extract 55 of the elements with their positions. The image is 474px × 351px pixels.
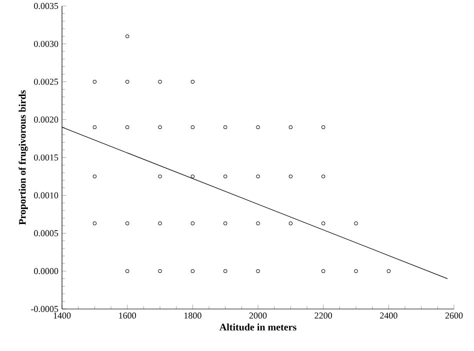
point xyxy=(321,125,326,130)
y-tick-label: -0.0005 xyxy=(31,306,58,312)
point xyxy=(190,269,195,273)
point xyxy=(190,125,195,130)
point xyxy=(321,269,326,273)
x-tick-label: 2400 xyxy=(380,312,398,319)
x-tick-label: 2200 xyxy=(314,312,332,319)
y-tick-label: 0.0035 xyxy=(34,2,58,10)
point xyxy=(125,222,130,226)
x-axis-title: Altitude in meters xyxy=(219,323,296,331)
point xyxy=(158,125,162,130)
x-tick-label: 1600 xyxy=(119,312,136,319)
point xyxy=(256,269,260,273)
y-axis-title: Proportion of frugivorous birds xyxy=(18,90,28,225)
point xyxy=(92,125,97,130)
point xyxy=(190,80,195,84)
point xyxy=(354,222,358,226)
x-tick-label: 1800 xyxy=(184,312,202,319)
y-tick-label: 0.0000 xyxy=(34,268,58,274)
y-tick-label: 0.0025 xyxy=(34,78,58,85)
point xyxy=(158,269,162,273)
point xyxy=(190,222,195,226)
y-tick-label: 0.0010 xyxy=(34,192,58,198)
point xyxy=(288,174,293,178)
x-tick-label: 2600 xyxy=(445,312,463,319)
point xyxy=(158,222,162,226)
point xyxy=(288,222,293,226)
point xyxy=(158,80,162,84)
x-tick-label: 1400 xyxy=(54,312,71,319)
point xyxy=(321,174,326,178)
point xyxy=(386,269,391,273)
point xyxy=(92,80,97,84)
point xyxy=(223,174,228,178)
point xyxy=(158,174,162,178)
point xyxy=(125,269,130,273)
point xyxy=(256,125,260,130)
point xyxy=(223,269,228,273)
point xyxy=(125,34,130,38)
y-tick-label: 0.0005 xyxy=(34,230,58,236)
point xyxy=(288,125,293,130)
point xyxy=(223,222,228,226)
y-tick-label: 0.0030 xyxy=(34,40,58,47)
point xyxy=(190,174,195,178)
point xyxy=(125,80,130,84)
point xyxy=(256,174,260,178)
point xyxy=(256,222,260,226)
point xyxy=(92,174,97,178)
point xyxy=(125,125,130,130)
point xyxy=(354,269,358,273)
x-tick-label: 2000 xyxy=(249,312,267,319)
point xyxy=(321,222,326,226)
point xyxy=(92,222,97,226)
y-tick-label: 0.0015 xyxy=(34,154,58,161)
point xyxy=(223,125,228,130)
y-tick-label: 0.0020 xyxy=(34,116,58,123)
